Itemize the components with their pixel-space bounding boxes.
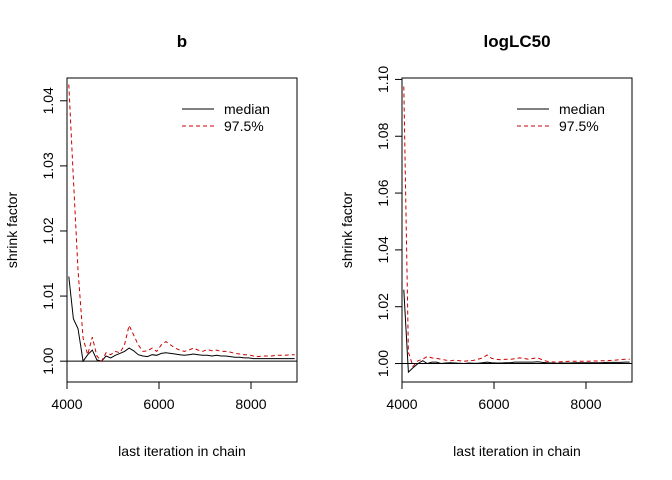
- legend-label: 97.5%: [559, 118, 599, 134]
- x-tick-label: 4000: [51, 396, 82, 412]
- chart-title: b: [177, 32, 187, 51]
- y-tick-label: 1.10: [375, 66, 391, 93]
- y-tick-label: 1.06: [375, 179, 391, 206]
- x-tick-label: 4000: [386, 396, 417, 412]
- chart-title: logLC50: [483, 32, 550, 51]
- x-tick-label: 6000: [478, 396, 509, 412]
- y-tick-label: 1.00: [375, 350, 391, 377]
- plot-frame: [66, 77, 298, 383]
- y-tick-label: 1.00: [40, 347, 56, 374]
- series-line-median: [68, 276, 295, 363]
- x-axis-label: last iteration in chain: [453, 443, 581, 459]
- y-tick-label: 1.08: [375, 122, 391, 149]
- x-tick-label: 6000: [143, 396, 174, 412]
- y-tick-label: 1.02: [40, 217, 56, 244]
- legend-label: 97.5%: [224, 118, 264, 134]
- y-tick-label: 1.03: [40, 152, 56, 179]
- y-tick-label: 1.02: [375, 293, 391, 320]
- x-tick-label: 8000: [235, 396, 266, 412]
- plot-frame: [401, 77, 633, 383]
- legend-label: median: [559, 101, 605, 117]
- y-tick-label: 1.04: [40, 87, 56, 114]
- y-tick-label: 1.01: [40, 282, 56, 309]
- panel-b: b last iteration in chain shrink factor 400…: [4, 32, 298, 459]
- y-axis-label: shrink factor: [4, 192, 20, 269]
- x-tick-label: 8000: [570, 396, 601, 412]
- panel-loglc50: logLC50 last iteration in chain shrink fac…: [339, 32, 633, 459]
- y-tick-label: 1.04: [375, 236, 391, 263]
- y-axis-label: shrink factor: [339, 192, 355, 269]
- series-line-97-5: [68, 84, 295, 363]
- x-axis-label: last iteration in chain: [118, 443, 246, 459]
- legend-label: median: [224, 101, 270, 117]
- series-line-median: [403, 289, 630, 374]
